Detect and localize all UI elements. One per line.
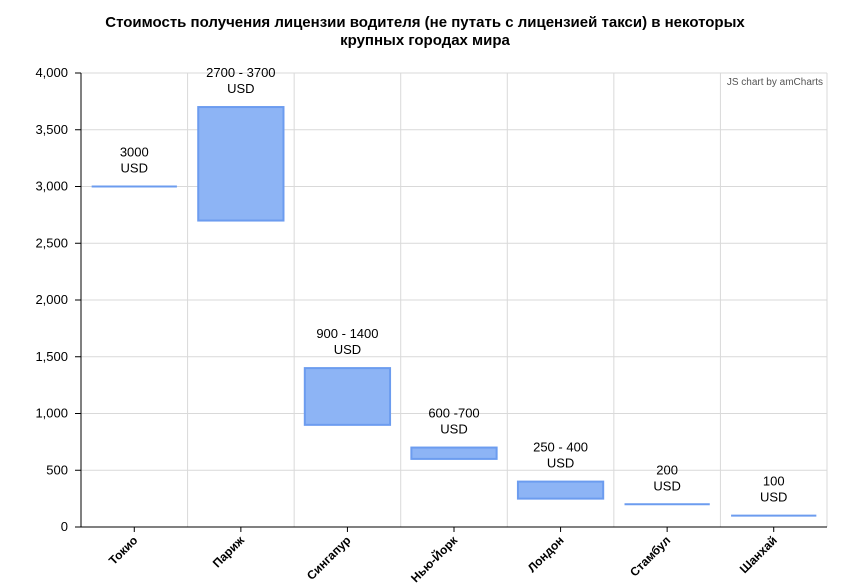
value-label: 200 USD (653, 462, 680, 493)
y-tick-label: 1,500 (35, 349, 68, 364)
axes: 0 500 1,000 1,500 2,000 2,500 3,000 3,500 4,000 Т… (35, 65, 827, 585)
range-bar[interactable] (197, 106, 285, 222)
y-tick-label: 0 (61, 519, 68, 534)
x-tick-label: Лондон (525, 533, 567, 575)
value-label: 600 -700 USD (428, 406, 479, 437)
y-tick-label: 3,000 (35, 179, 68, 194)
grid-lines (81, 72, 828, 527)
range-bars (91, 106, 817, 517)
y-tick-label: 3,500 (35, 122, 68, 137)
range-bar[interactable] (516, 480, 605, 500)
x-tick-label: Нью-Йорк (407, 532, 460, 585)
y-tick-label: 500 (46, 462, 68, 477)
value-labels: 3000 USD 2700 - 3700 USD 900 - 1400 USD 600 -7… (120, 65, 788, 505)
x-tick-label: Токио (106, 533, 140, 567)
range-bar[interactable] (303, 367, 392, 426)
x-tick-label: Париж (210, 533, 247, 570)
y-tick-label: 4,000 (35, 65, 68, 80)
value-label: 3000 USD (120, 145, 149, 176)
y-tick-label: 2,000 (35, 292, 68, 307)
y-tick-label: 2,500 (35, 235, 68, 250)
value-label: 250 - 400 USD (533, 440, 588, 471)
range-bar[interactable] (410, 446, 498, 460)
value-label: 2700 - 3700 USD (206, 65, 275, 96)
y-tick-label: 1,000 (35, 406, 68, 421)
x-tick-label: Сингапур (304, 533, 354, 583)
value-label: 900 - 1400 USD (316, 326, 378, 357)
x-tick-label: Стамбул (627, 533, 673, 579)
x-tick-label: Шанхай (737, 533, 780, 576)
value-label: 100 USD (760, 474, 787, 505)
chart-credit[interactable]: JS chart by amCharts (726, 77, 823, 88)
chart-title: Стоимость получения лицензии водителя (н… (105, 14, 745, 49)
